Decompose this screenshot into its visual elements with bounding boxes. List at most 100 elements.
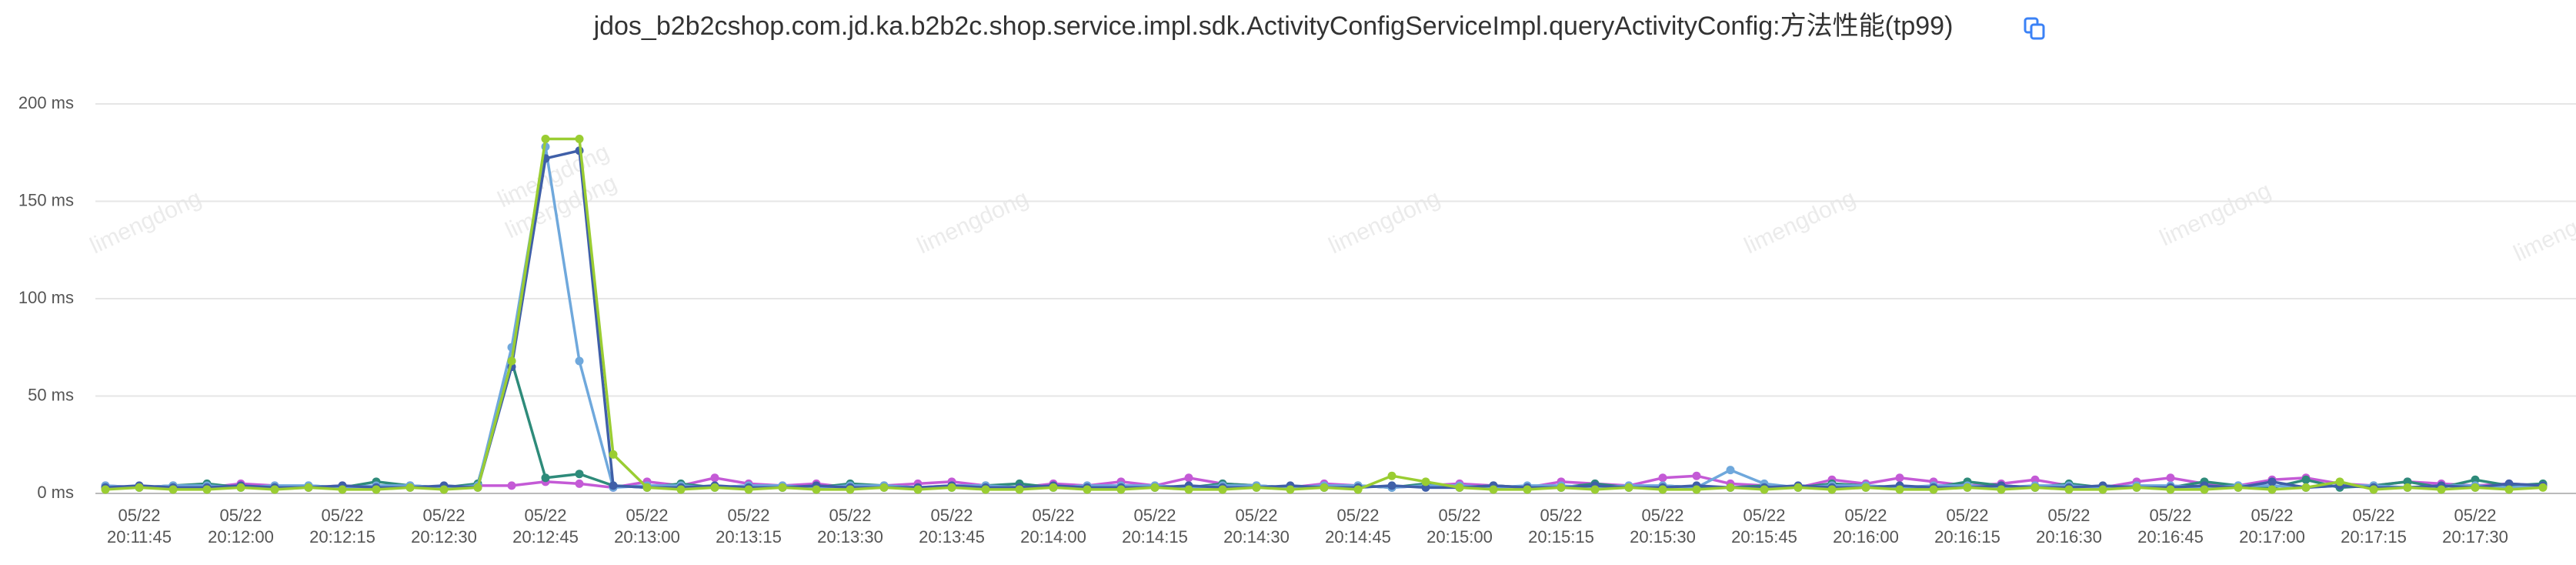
point (1015, 485, 1024, 494)
point (2030, 475, 2040, 484)
x-tick-label: 05/22 20:12:15 (309, 506, 375, 547)
point (2166, 485, 2175, 494)
x-tick-label: 05/22 20:15:30 (1630, 506, 1696, 547)
point (1320, 483, 1329, 492)
point (2098, 485, 2107, 494)
x-tick-label: 05/22 20:15:00 (1426, 506, 1493, 547)
point (372, 485, 381, 494)
point (2200, 485, 2209, 494)
point (338, 485, 347, 494)
point (1083, 485, 1092, 494)
point (1590, 485, 1600, 494)
x-tick-label: 05/22 20:12:45 (512, 506, 579, 547)
x-tick-label: 05/22 20:16:15 (1934, 506, 2000, 547)
point (1692, 471, 1701, 480)
point (2064, 485, 2074, 494)
point (169, 485, 178, 494)
y-tick-label: 0 ms (37, 483, 74, 502)
x-tick-label: 05/22 20:16:45 (2137, 506, 2204, 547)
point (1523, 485, 1532, 494)
point (1624, 483, 1633, 492)
point (541, 135, 550, 144)
y-tick-label: 50 ms (28, 385, 74, 404)
point (2471, 475, 2480, 484)
point (1726, 466, 1735, 475)
chart-title: jdos_b2b2cshop.com.jd.ka.b2b2c.shop.serv… (593, 12, 1954, 41)
point (1218, 485, 1227, 494)
x-tick-label: 05/22 20:14:15 (1122, 506, 1188, 547)
point (2504, 485, 2514, 494)
point (2403, 483, 2412, 492)
watermark: limengdong (913, 186, 1033, 259)
point (1049, 483, 1058, 492)
point (135, 483, 144, 492)
point (1997, 485, 2006, 494)
point (2132, 483, 2141, 492)
point (1150, 483, 1160, 492)
point (778, 483, 787, 492)
x-tick-label: 05/22 20:17:30 (2442, 506, 2508, 547)
point (1421, 477, 1430, 486)
point (439, 485, 449, 494)
point (1658, 473, 1667, 483)
point (1353, 485, 1363, 494)
point (1895, 473, 1904, 483)
x-tick-label: 05/22 20:12:30 (411, 506, 477, 547)
point (744, 485, 753, 494)
copy-icon[interactable] (2024, 17, 2045, 40)
x-tick-label: 05/22 20:16:00 (1833, 506, 1899, 547)
point (1963, 483, 1972, 492)
x-tick-label: 05/22 20:14:30 (1223, 506, 1290, 547)
series-line (105, 145, 2544, 490)
point (2030, 483, 2040, 492)
point (2267, 477, 2277, 486)
point (101, 485, 110, 494)
point (1387, 481, 1396, 490)
point (575, 135, 584, 144)
point (1794, 483, 1803, 492)
point (1692, 485, 1701, 494)
point (236, 483, 245, 492)
x-tick-label: 05/22 20:13:30 (817, 506, 883, 547)
x-tick-label: 05/22 20:13:15 (716, 506, 782, 547)
point (609, 450, 618, 459)
point (710, 483, 719, 492)
point (1861, 483, 1870, 492)
x-tick-label: 05/22 20:15:45 (1731, 506, 1797, 547)
watermark: limengdong (86, 186, 205, 259)
series (101, 142, 2548, 492)
series (101, 146, 2548, 492)
point (2301, 483, 2311, 492)
x-tick-label: 05/22 20:17:00 (2239, 506, 2305, 547)
point (2403, 477, 2412, 486)
point (2471, 483, 2480, 492)
point (2437, 485, 2446, 494)
point (1760, 485, 1769, 494)
point (1184, 473, 1193, 483)
watermark: limengdong (1325, 186, 1444, 259)
x-tick-label: 05/22 20:17:15 (2341, 506, 2407, 547)
x-tick-label: 05/22 20:14:00 (1020, 506, 1086, 547)
point (2335, 477, 2344, 486)
y-tick-label: 200 ms (18, 93, 74, 112)
point (2369, 485, 2378, 494)
point (609, 481, 618, 490)
point (1895, 485, 1904, 494)
point (812, 485, 821, 494)
point (710, 473, 719, 483)
point (981, 485, 990, 494)
point (541, 473, 550, 483)
point (1557, 483, 1566, 492)
point (1116, 485, 1126, 494)
point (2538, 483, 2548, 492)
point (1827, 485, 1837, 494)
watermark: limengdong (1740, 186, 1860, 259)
x-tick-label: 05/22 20:13:45 (919, 506, 985, 547)
x-tick-label: 05/22 20:11:45 (106, 506, 172, 547)
point (202, 485, 212, 494)
y-tick-label: 150 ms (18, 190, 74, 209)
point (1489, 485, 1498, 494)
point (575, 356, 584, 366)
point (676, 485, 686, 494)
